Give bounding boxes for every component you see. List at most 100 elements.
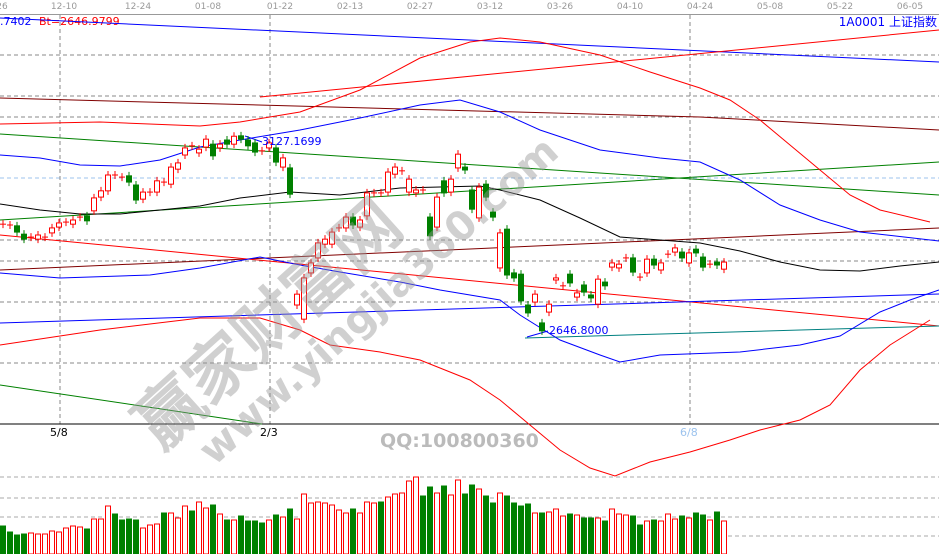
- candle-body: [476, 186, 482, 219]
- candle-body: [413, 189, 419, 194]
- candle-body: [287, 167, 293, 195]
- volume-bar: [49, 530, 55, 554]
- low-annotation-leader: [526, 330, 549, 338]
- qq-watermark: QQ:100800360: [380, 430, 539, 452]
- volume-bar: [700, 514, 706, 554]
- volume-bar: [189, 510, 195, 554]
- candle-body: [406, 178, 412, 193]
- high-annotation: 3127.1699: [262, 135, 322, 148]
- volume-bar: [588, 517, 594, 554]
- volume-bar: [308, 502, 314, 554]
- volume-bar: [581, 517, 587, 554]
- volume-bar: [469, 484, 475, 554]
- candle-body: [658, 262, 664, 271]
- volume-bar: [56, 531, 62, 554]
- candle-body: [504, 228, 510, 276]
- candle-body: [182, 147, 188, 156]
- volume-bar: [693, 512, 699, 554]
- volume-bar: [315, 501, 321, 554]
- volume-bar: [126, 518, 132, 554]
- date-tick: 01-08: [194, 2, 222, 12]
- volume-bar: [140, 527, 146, 554]
- symbol-title: 1A0001 上证指数: [838, 15, 937, 29]
- volume-bar: [420, 495, 426, 554]
- volume-bar: [168, 512, 174, 554]
- candle-body: [252, 142, 258, 153]
- volume-bar: [707, 519, 713, 554]
- candle-body: [581, 284, 587, 293]
- candle-body: [133, 184, 139, 201]
- candle-body: [84, 215, 90, 222]
- volume-bar: [63, 527, 69, 554]
- volume-bar: [385, 496, 391, 554]
- candle-body: [448, 178, 454, 193]
- candle-body: [602, 281, 608, 287]
- date-tick: 03-12: [476, 2, 504, 12]
- candle-body: [616, 263, 622, 269]
- candle-body: [315, 242, 321, 259]
- volume-bar: [637, 524, 643, 554]
- candle-body: [105, 174, 111, 192]
- volume-bar: [231, 519, 237, 554]
- volume-bar: [105, 505, 111, 554]
- candle-body: [56, 222, 62, 228]
- candle-body: [434, 196, 440, 228]
- volume-bar: [364, 501, 370, 554]
- volume-bar: [567, 513, 573, 554]
- volume-bar: [448, 494, 454, 554]
- volume-bar: [175, 517, 181, 554]
- candle-body: [350, 216, 356, 226]
- volume-bar: [476, 488, 482, 554]
- volume-bar: [21, 533, 27, 554]
- candle-body: [168, 166, 174, 185]
- volume-bar: [427, 486, 433, 554]
- volume-bar: [343, 512, 349, 554]
- band-upper-red: [0, 37, 931, 223]
- candle-body: [686, 252, 692, 264]
- trend-line-green-bottom: [0, 384, 263, 425]
- candle-body: [126, 175, 132, 183]
- volume-bar: [532, 512, 538, 554]
- candle-body: [210, 143, 216, 157]
- candle-body: [231, 135, 237, 145]
- candle-body: [518, 273, 524, 302]
- volume-bar: [602, 520, 608, 554]
- volume-bar: [378, 501, 384, 554]
- candle-body: [392, 166, 398, 175]
- date-axis: 26 12-10 12-24 01-08 01-22 02-13 02-27 03-12 03-…: [0, 0, 939, 15]
- trend-line-blue-top: [0, 17, 939, 63]
- volume-bar: [161, 512, 167, 554]
- volume-bar: [371, 502, 377, 554]
- volume-bar: [0, 525, 6, 554]
- candle-body: [49, 227, 55, 234]
- candle-body: [266, 142, 272, 149]
- volume-bar: [28, 532, 34, 554]
- candle-body: [714, 261, 720, 266]
- candle-body: [217, 143, 223, 149]
- candle-body: [301, 277, 307, 320]
- candle-body: [588, 294, 594, 299]
- volume-bar: [406, 480, 412, 554]
- volume-bar: [112, 513, 118, 554]
- candle-body: [651, 258, 657, 266]
- volume-bar: [686, 517, 692, 554]
- volume-bar: [210, 504, 216, 554]
- candle-body: [630, 257, 636, 273]
- candle-body: [91, 197, 97, 212]
- volume-bar: [399, 492, 405, 554]
- band-blue-upper: [0, 99, 939, 242]
- volume-bar: [679, 515, 685, 554]
- candle-body: [238, 135, 244, 140]
- volume-bar: [504, 495, 510, 554]
- volume-bar: [84, 528, 90, 554]
- date-tick: 06-05: [896, 2, 924, 12]
- volume-bar: [91, 518, 97, 554]
- trend-line-red-falling: [0, 234, 939, 327]
- trend-line-red-rising: [259, 29, 939, 98]
- candle-body: [14, 225, 20, 233]
- candle-body: [455, 153, 461, 169]
- volume-bar: [147, 524, 153, 554]
- volume-bar: [665, 513, 671, 554]
- candle-body: [483, 183, 489, 198]
